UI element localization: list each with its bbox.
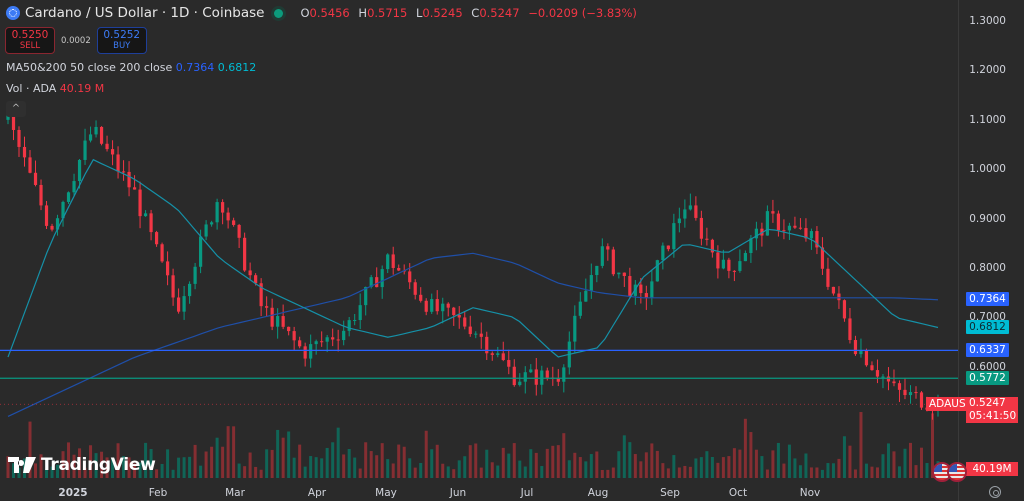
sell-label: SELL <box>19 40 41 51</box>
ohlc-values: O0.5456 H0.5715 L0.5245 C0.5247 −0.0209 … <box>295 6 636 20</box>
x-tick: May <box>375 487 397 499</box>
symbol-tag: ADAUSD <box>926 397 977 411</box>
x-tick: Nov <box>799 487 821 499</box>
us-flag-event-icon[interactable] <box>947 462 967 482</box>
settings-gear-icon[interactable] <box>989 486 1001 498</box>
ma-indicator-label: MA50&200 50 close 200 close <box>6 61 173 74</box>
open-label: O <box>300 6 310 20</box>
close-value: 0.5247 <box>479 6 520 20</box>
low-value: 0.5245 <box>422 6 463 20</box>
y-tick: 1.3000 <box>969 15 1006 27</box>
close-label: C <box>471 6 480 20</box>
cardano-logo-icon <box>6 6 20 20</box>
blue-hline-price-tag: 0.6337 <box>966 343 1009 357</box>
ma-cyan-value: 0.6812 <box>217 61 257 74</box>
trade-buttons: 0.5250 SELL 0.0002 0.5252 BUY <box>5 27 147 54</box>
x-tick: Oct <box>728 487 748 499</box>
volume-indicator-legend[interactable]: Vol · ADA 40.19 M <box>6 82 104 95</box>
chart-header: Cardano / US Dollar · 1D · Coinbase O0.5… <box>6 5 637 21</box>
x-tick: Sep <box>660 487 680 499</box>
y-tick: 1.1000 <box>969 114 1006 126</box>
y-tick: 0.9000 <box>969 213 1006 225</box>
last-price-tag: 0.5247 05:41:50 <box>966 397 1018 423</box>
high-label: H <box>358 6 368 20</box>
buy-price: 0.5252 <box>103 28 141 41</box>
tradingview-logo-icon <box>8 457 36 473</box>
ma-cyan-price-tag: 0.6812 <box>966 320 1009 334</box>
y-tick: 1.2000 <box>969 64 1006 76</box>
market-open-status-icon <box>274 8 284 18</box>
y-tick: 0.8000 <box>969 262 1006 274</box>
last-price: 0.5247 <box>969 397 1006 409</box>
y-tick: 0.6000 <box>969 361 1006 373</box>
x-tick: Apr <box>307 487 327 499</box>
volume-indicator-label: Vol · ADA <box>6 82 57 95</box>
x-tick: Mar <box>225 487 245 499</box>
bar-countdown: 05:41:50 <box>969 410 1017 422</box>
green-hline-price-tag: 0.5772 <box>966 371 1009 385</box>
x-tick: 2025 <box>58 487 88 499</box>
tradingview-logo[interactable]: TradingView <box>8 455 156 475</box>
ma-blue-value: 0.7364 <box>175 61 215 74</box>
spread-value: 0.0002 <box>61 35 91 46</box>
volume-indicator-value: 40.19 M <box>59 82 105 95</box>
open-value: 0.5456 <box>309 6 350 20</box>
x-tick: Jul <box>520 487 534 499</box>
x-tick: Jun <box>449 487 467 499</box>
collapse-legend-chevron-up-icon[interactable]: ^ <box>6 101 26 117</box>
x-tick: Feb <box>148 487 168 499</box>
symbol-title[interactable]: Cardano / US Dollar · 1D · Coinbase <box>25 5 265 21</box>
buy-label: BUY <box>113 40 131 51</box>
sell-button[interactable]: 0.5250 SELL <box>5 27 55 54</box>
sell-price: 0.5250 <box>11 28 49 41</box>
price-axis-separator <box>958 0 959 501</box>
buy-button[interactable]: 0.5252 BUY <box>96 27 147 54</box>
change-value: −0.0209 (−3.83%) <box>528 6 637 20</box>
tradingview-wordmark: TradingView <box>41 455 156 475</box>
volume-price-tag: 40.19M <box>966 462 1018 476</box>
low-label: L <box>415 6 423 20</box>
ma-blue-price-tag: 0.7364 <box>966 292 1009 306</box>
ma-indicator-legend[interactable]: MA50&200 50 close 200 close 0.7364 0.681… <box>6 61 256 74</box>
y-tick: 1.0000 <box>969 163 1006 175</box>
high-value: 0.5715 <box>367 6 408 20</box>
x-tick: Aug <box>587 487 609 499</box>
